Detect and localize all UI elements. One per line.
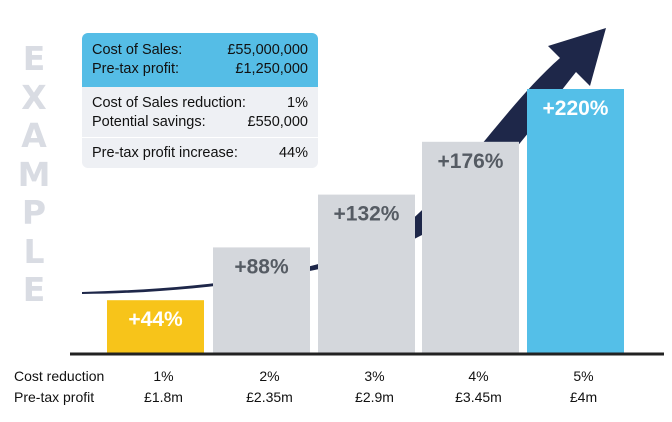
bar-3pct [318, 194, 415, 353]
increase-value: 44% [278, 145, 308, 161]
bar-value-label: +220% [543, 97, 609, 120]
x-tick-label: 4% [468, 368, 488, 384]
pretax-profit-value: £1,250,000 [235, 61, 308, 77]
watermark-letter: A [21, 116, 47, 155]
profit-tick-label: £4m [570, 389, 597, 405]
reduction-label: Cost of Sales reduction: [92, 95, 246, 111]
bar-value-label: +132% [334, 203, 400, 226]
row-label-cost-reduction: Cost reduction [14, 368, 104, 384]
increase-label: Pre-tax profit increase: [92, 145, 238, 161]
watermark-letter: P [21, 193, 47, 232]
bar-2pct [213, 247, 310, 353]
divider [82, 137, 318, 138]
bar-value-label: +176% [438, 150, 504, 173]
watermark-letter: E [22, 39, 46, 78]
x-tick-label: 3% [364, 368, 384, 384]
savings-value: £550,000 [247, 114, 308, 130]
watermark-letter: M [17, 154, 51, 194]
bar-value-label: +88% [234, 255, 289, 278]
watermark-letter: X [21, 77, 47, 117]
pretax-profit-label: Pre-tax profit: [92, 61, 180, 77]
watermark-letter: L [23, 231, 45, 271]
cost-of-sales-label: Cost of Sales: [92, 42, 183, 58]
x-tick-label: 5% [573, 368, 593, 384]
summary-header: Cost of Sales: £55,000,000 Pre-tax profi… [82, 33, 318, 87]
x-tick-label: 2% [259, 368, 279, 384]
row-label-pretax-profit: Pre-tax profit [14, 389, 94, 405]
savings-label: Potential savings: [92, 114, 206, 130]
profit-tick-label: £2.9m [355, 389, 394, 405]
reduction-value: 1% [287, 95, 308, 111]
profit-tick-label: £2.35m [246, 389, 293, 405]
x-tick-label: 1% [153, 368, 173, 384]
bar-1pct [107, 300, 204, 353]
watermark-letter: E [22, 270, 46, 309]
profit-tick-label: £1.8m [144, 389, 183, 405]
bar-4pct [422, 141, 519, 353]
bar-value-label: +44% [128, 308, 183, 331]
cost-of-sales-value: £55,000,000 [227, 42, 308, 58]
bar-5pct [527, 89, 624, 353]
summary-box: Cost of Sales: £55,000,000 Pre-tax profi… [82, 33, 318, 168]
profit-tick-label: £3.45m [455, 389, 502, 405]
